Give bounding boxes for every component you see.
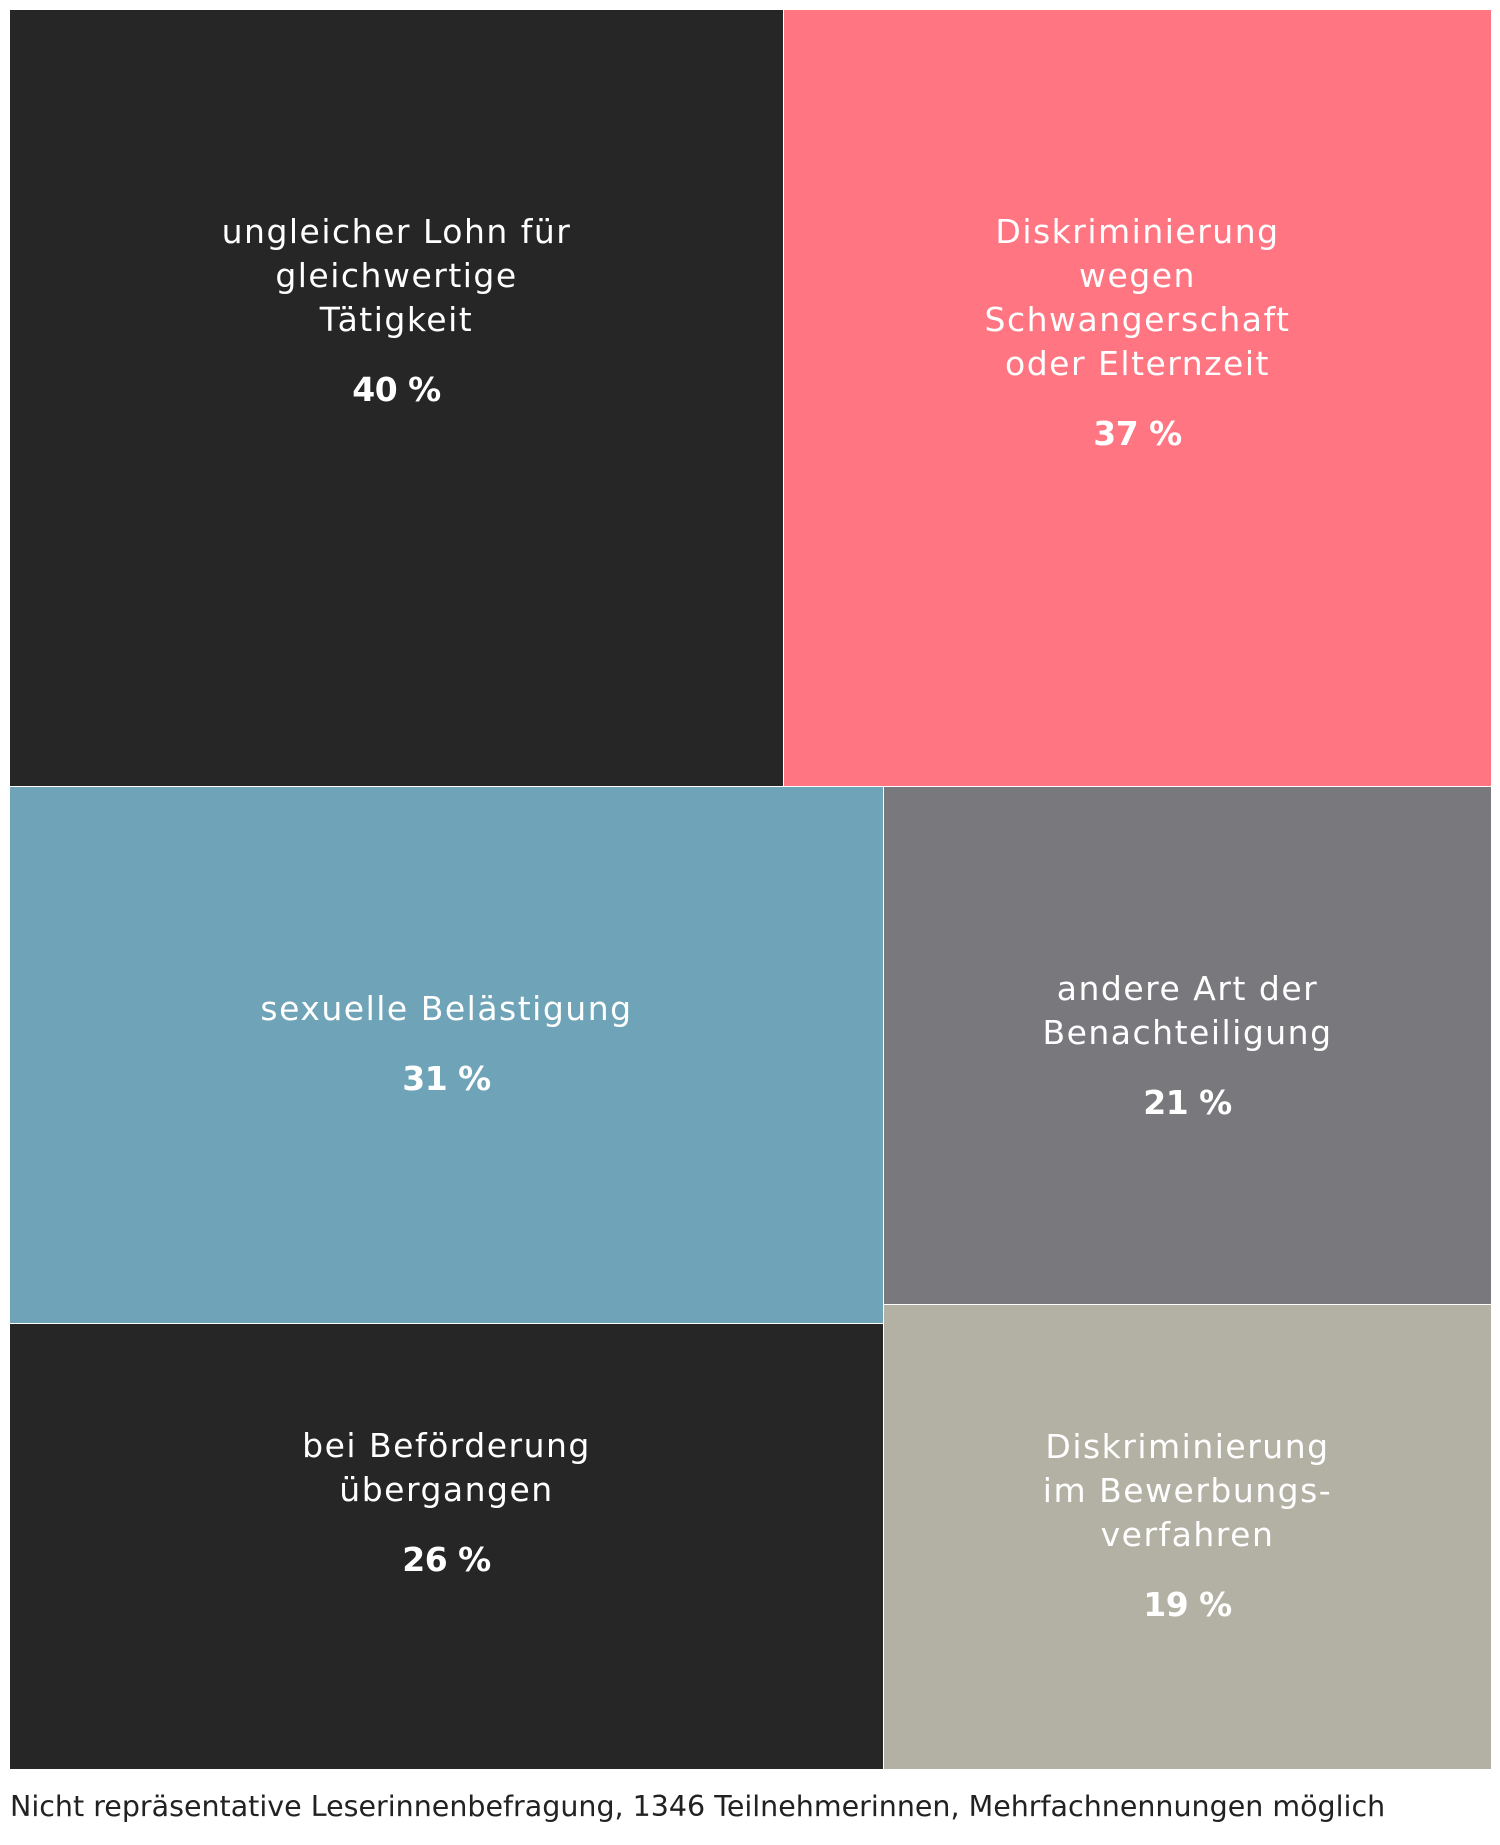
tile-label: ungleicher Lohn für gleichwertige Tätigk…	[221, 212, 572, 339]
tile-content: sexuelle Belästigung 31 %	[10, 987, 883, 1098]
tile-value: 19 %	[1143, 1585, 1232, 1624]
tile-label: sexuelle Belästigung	[260, 989, 633, 1028]
tile-schwangerschaft: Diskriminierung wegen Schwangerschaft od…	[784, 10, 1491, 786]
tile-content: Diskriminierung wegen Schwangerschaft od…	[784, 210, 1491, 453]
tile-ungleicher-lohn: ungleicher Lohn für gleichwertige Tätigk…	[10, 10, 783, 786]
tile-value: 40 %	[352, 370, 441, 409]
treemap-chart: ungleicher Lohn für gleichwertige Tätigk…	[10, 10, 1491, 1769]
tile-label: Diskriminierung wegen Schwangerschaft od…	[984, 212, 1291, 383]
tile-sexuelle-belaestigung: sexuelle Belästigung 31 %	[10, 787, 883, 1323]
tile-content: Diskriminierung im Bewerbungs- verfahren…	[884, 1425, 1491, 1624]
tile-content: bei Beförderung übergangen 26 %	[10, 1424, 883, 1579]
tile-bewerbungsverfahren: Diskriminierung im Bewerbungs- verfahren…	[884, 1305, 1491, 1769]
tile-label: bei Beförderung übergangen	[302, 1426, 591, 1509]
tile-label: Diskriminierung im Bewerbungs- verfahren	[1042, 1427, 1333, 1554]
footnote: Nicht repräsentative Leserinnenbefragung…	[10, 1790, 1386, 1823]
tile-value: 26 %	[402, 1540, 491, 1579]
tile-content: andere Art der Benachteiligung 21 %	[884, 967, 1491, 1122]
tile-value: 31 %	[402, 1059, 491, 1098]
tile-label: andere Art der Benachteiligung	[1042, 969, 1333, 1052]
tile-value: 37 %	[1093, 414, 1182, 453]
tile-value: 21 %	[1143, 1083, 1232, 1122]
tile-befoerderung: bei Beförderung übergangen 26 %	[10, 1324, 883, 1769]
tile-andere-benachteiligung: andere Art der Benachteiligung 21 %	[884, 787, 1491, 1304]
tile-content: ungleicher Lohn für gleichwertige Tätigk…	[10, 210, 783, 409]
